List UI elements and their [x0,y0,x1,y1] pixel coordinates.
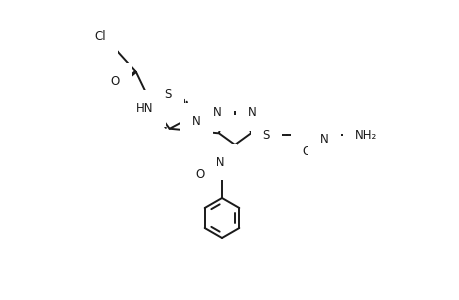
Text: NH₂: NH₂ [354,129,376,142]
Text: N: N [213,106,222,119]
Text: N: N [192,115,201,128]
Text: S: S [164,88,171,101]
Text: N: N [319,133,328,146]
Text: S: S [262,129,269,142]
Text: HN: HN [207,155,224,169]
Text: H: H [323,128,330,138]
Text: N: N [247,106,256,119]
Text: O: O [302,145,311,158]
Text: HN: HN [136,102,153,115]
Text: O: O [111,74,120,88]
Text: O: O [196,167,205,181]
Text: Cl: Cl [94,29,106,43]
